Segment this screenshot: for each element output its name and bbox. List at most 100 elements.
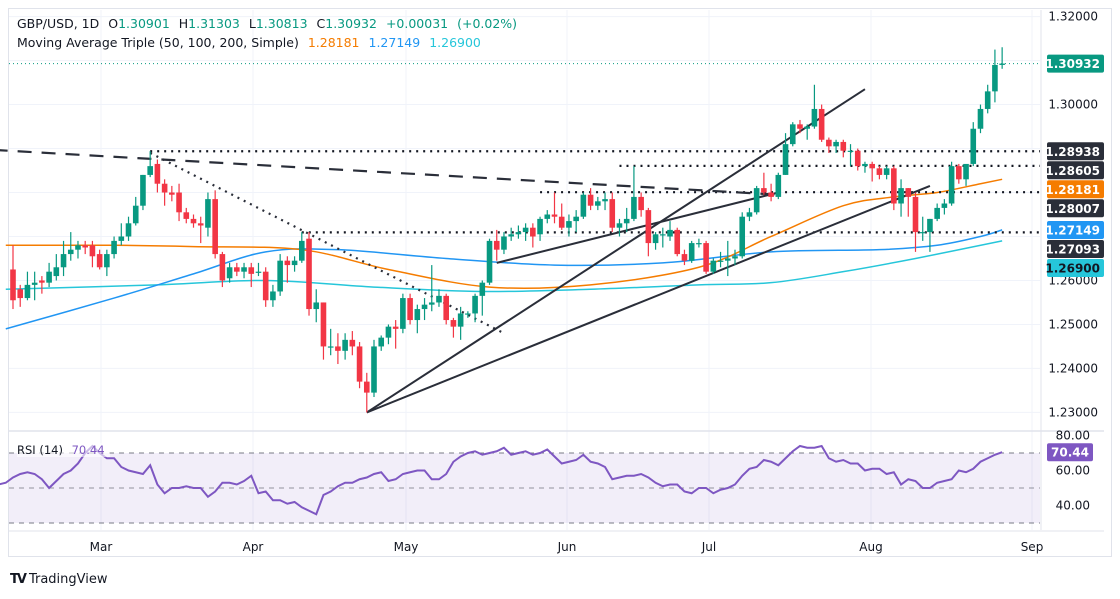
- price-tick-label: 1.25000: [1048, 317, 1098, 331]
- price-axis: 1.32000 1.30000 1.26000 1.25000 1.24000 1.230…: [1045, 10, 1104, 419]
- candle: [934, 203, 940, 222]
- price-tag-bg: [1047, 142, 1104, 161]
- candle: [176, 183, 182, 222]
- candle-body: [407, 298, 413, 321]
- candle-body: [667, 229, 673, 237]
- candle: [761, 172, 767, 195]
- candle: [876, 166, 883, 180]
- candle-body: [140, 174, 146, 206]
- candle-body: [544, 214, 551, 219]
- candle: [948, 161, 955, 206]
- candle-body: [67, 249, 74, 255]
- candle-body: [891, 168, 897, 204]
- rsi-axis: 80.00 60.00 40.00 70.44: [1047, 429, 1093, 513]
- rsi-tick-label: 40.00: [1056, 499, 1090, 513]
- candles: [10, 47, 1005, 413]
- candle: [566, 214, 572, 237]
- candle: [436, 289, 442, 307]
- candle-body: [797, 124, 803, 129]
- price-tag-label: 1.27093: [1045, 242, 1100, 256]
- rsi-value: 70.44: [71, 443, 105, 457]
- rsi-band: [9, 452, 1040, 524]
- candle: [197, 216, 204, 244]
- candle-body: [270, 291, 276, 301]
- candle-body: [39, 280, 45, 283]
- candle-body: [602, 199, 608, 202]
- candle-body: [60, 254, 67, 268]
- ohlc-legend: GBP/USD, 1D O1.30901 H1.31303 L1.30813 C…: [17, 16, 522, 31]
- candle: [753, 185, 760, 215]
- candle: [631, 166, 637, 222]
- candle: [226, 262, 233, 283]
- trendline-dotted-downtrend: [149, 151, 505, 335]
- price-tag-ma200: 1.26900: [1045, 258, 1104, 277]
- ma100-value: 1.27149: [368, 35, 421, 50]
- candle-body: [992, 64, 998, 92]
- candle: [530, 223, 536, 248]
- rsi-value-tag: 70.44: [1047, 443, 1093, 462]
- candle-body: [118, 236, 125, 241]
- candle-body: [580, 194, 587, 217]
- candle-body: [652, 234, 659, 244]
- candle-body: [457, 313, 464, 327]
- candle-body: [761, 188, 767, 193]
- candle-body: [623, 218, 630, 224]
- candle-body: [493, 240, 500, 250]
- candle: [580, 192, 587, 219]
- candle-body: [428, 302, 435, 305]
- candle: [970, 122, 977, 167]
- candle: [602, 192, 608, 211]
- month-label-sep: Sep: [1021, 540, 1044, 554]
- rsi-series: [0, 444, 1003, 516]
- candle-body: [24, 284, 31, 299]
- candle-body: [320, 302, 327, 347]
- candle: [140, 174, 146, 211]
- candle-body: [75, 245, 81, 250]
- candle: [428, 265, 435, 312]
- candle: [515, 225, 522, 239]
- candle-body: [934, 207, 940, 219]
- rsi-tick-label: 80.00: [1056, 429, 1090, 443]
- candle: [89, 240, 96, 268]
- candle-body: [977, 108, 984, 129]
- tradingview-brand[interactable]: TV TradingView: [10, 572, 107, 587]
- candle: [169, 185, 175, 202]
- candle: [493, 229, 500, 261]
- candle: [277, 254, 283, 296]
- month-label-apr: Apr: [243, 540, 264, 554]
- candle-body: [515, 232, 522, 235]
- candle-body: [501, 236, 507, 250]
- rsi-title: RSI (14): [17, 443, 63, 457]
- candle: [688, 240, 695, 263]
- candle-body: [234, 267, 240, 272]
- high-value: H1.31303: [178, 16, 240, 31]
- candle-body: [31, 282, 38, 285]
- candle: [262, 267, 269, 307]
- price-tag-ma50: 1.28181: [1045, 180, 1104, 199]
- candle: [104, 249, 110, 277]
- price-tag-label: 1.26900: [1045, 261, 1100, 275]
- candle: [775, 172, 782, 200]
- candle: [898, 179, 904, 217]
- month-label-jun: Jun: [557, 540, 577, 554]
- candle: [82, 240, 88, 255]
- rsi-line: [0, 444, 1003, 516]
- candle: [111, 236, 117, 259]
- change-percent: (+0.02%): [457, 16, 518, 31]
- month-label-may: May: [394, 540, 419, 554]
- candle-body: [313, 302, 320, 310]
- candle-body: [551, 214, 558, 217]
- ma200-value: 1.26900: [429, 35, 481, 50]
- candle-body: [811, 108, 818, 127]
- candle-body: [883, 168, 890, 175]
- candle-body: [284, 260, 291, 266]
- candle-body: [768, 192, 774, 197]
- candle: [883, 166, 890, 180]
- month-label-mar: Mar: [90, 540, 113, 554]
- price-tag-label: 1.30932: [1045, 57, 1100, 71]
- candle: [24, 271, 31, 301]
- candle-body: [486, 240, 493, 283]
- candle-body: [696, 243, 702, 245]
- candle: [508, 227, 514, 241]
